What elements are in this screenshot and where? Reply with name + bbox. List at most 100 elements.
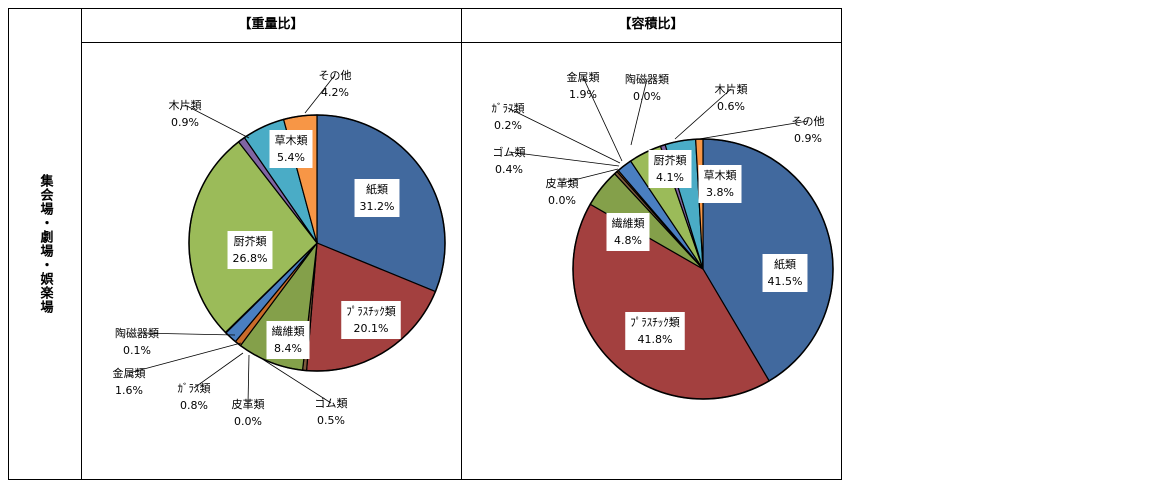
pie-outline [188, 114, 446, 372]
label-box [606, 213, 650, 251]
slice-label-2: 繊維類 4.8% [606, 213, 650, 251]
slice-percent-label: 0.4% [495, 163, 523, 176]
slice-label-7: 陶磁器類 0.1% [115, 326, 236, 357]
slice-percent-label: 5.4% [277, 151, 305, 164]
slice-percent-label: 0.6% [717, 100, 745, 113]
slice-name-label: 草木類 [704, 169, 737, 182]
label-box [227, 231, 273, 269]
slice-name-label: 厨芥類 [654, 154, 687, 167]
label-box [354, 179, 400, 217]
slice-percent-label: 4.2% [321, 86, 349, 99]
slice-label-9: 木片類 0.9% [169, 99, 250, 139]
slice-label-3: 繊維類 8.4% [266, 321, 310, 359]
slice-label-10: 草木類 3.8% [698, 165, 742, 203]
slice-percent-label: 0.1% [123, 344, 151, 357]
slice-label-8: 厨芥類 4.1% [648, 150, 692, 188]
slice-percent-label: 31.2% [360, 200, 395, 213]
leader-line [630, 78, 648, 146]
slice-label-10: 草木類 5.4% [269, 130, 313, 168]
row-label: 集会場・劇場・娯楽場 [37, 174, 53, 314]
slice-percent-label: 26.8% [233, 252, 268, 265]
volume-ratio-title: 【容積比】 [618, 17, 684, 32]
leader-line [193, 352, 244, 389]
slice-percent-label: 0.9% [794, 132, 822, 145]
slice-percent-label: 20.1% [354, 322, 389, 335]
leader-line [184, 104, 250, 139]
slice-name-label: 草木類 [275, 134, 308, 147]
slice-label-11: その他 0.9% [698, 115, 825, 145]
slice-percent-label: 3.8% [706, 186, 734, 199]
slice-label-1: ﾌﾟﾗｽﾁｯｸ類 20.1% [341, 301, 401, 339]
header-divider [81, 42, 841, 43]
volume-ratio-pie-chart: 紙類 41.5% ﾌﾟﾗｽﾁｯｸ類 41.8% 繊維類 4.8% 皮革類 0.0% ゴム類 0.4… [492, 70, 834, 400]
column-divider-left [81, 9, 82, 479]
slice-percent-label: 8.4% [274, 342, 302, 355]
slice-name-label: 金属類 [113, 366, 146, 380]
slice-name-label: 厨芥類 [234, 235, 267, 248]
slice-percent-label: 1.9% [569, 88, 597, 101]
slice-name-label: 紙類 [774, 257, 796, 271]
leader-line [255, 354, 332, 404]
label-box [269, 130, 313, 168]
slice-name-label: ﾌﾟﾗｽﾁｯｸ類 [630, 316, 680, 329]
leader-line [128, 342, 242, 374]
label-box [698, 165, 742, 203]
label-box [625, 312, 685, 350]
slice-label-0: 紙類 41.5% [762, 254, 808, 292]
label-box [341, 301, 401, 339]
slice-percent-label: 0.8% [180, 399, 208, 412]
slice-percent-label: 41.8% [638, 333, 673, 346]
slice-label-1: ﾌﾟﾗｽﾁｯｸ類 41.8% [625, 312, 685, 350]
slice-name-label: 繊維類 [272, 325, 305, 338]
slice-percent-label: 4.1% [656, 171, 684, 184]
slice-name-label: 紙類 [366, 182, 388, 196]
leader-line [582, 76, 623, 162]
slice-name-label: その他 [319, 69, 352, 82]
slice-label-7: 陶磁器類 0.0% [625, 72, 669, 146]
slice-label-6: 金属類 1.9% [567, 70, 623, 162]
leader-line [508, 151, 620, 167]
slice-percent-label: 1.6% [115, 384, 143, 397]
label-box [648, 150, 692, 188]
slice-name-label: ｶﾞﾗｽ類 [178, 382, 211, 395]
slice-percent-label: 0.0% [234, 415, 262, 428]
slice-name-label: 皮革類 [546, 176, 579, 190]
slice-percent-label: 0.0% [548, 194, 576, 207]
slice-label-5: ｶﾞﾗｽ類 0.8% [178, 352, 244, 412]
slice-label-5: ｶﾞﾗｽ類 0.2% [492, 102, 621, 164]
slice-percent-label: 0.5% [317, 414, 345, 427]
slice-name-label: ゴム類 [493, 145, 526, 159]
label-box [762, 254, 808, 292]
leader-line [561, 168, 619, 184]
slice-percent-label: 0.0% [633, 90, 661, 103]
leader-line [674, 88, 732, 140]
weight-ratio-pie-chart: 紙類 31.2% ﾌﾟﾗｽﾁｯｸ類 20.1% ゴム類 0.5% 繊維類 8.4% 皮革類 0.0… [113, 69, 446, 428]
leader-line [247, 354, 250, 405]
leader-line [136, 332, 236, 336]
slice-name-label: ﾌﾟﾗｽﾁｯｸ類 [346, 305, 396, 318]
weight-ratio-title: 【重量比】 [238, 17, 304, 32]
slice-label-4: ゴム類 0.4% [493, 145, 620, 176]
slice-name-label: その他 [792, 115, 825, 128]
slice-label-6: 金属類 1.6% [113, 342, 242, 397]
slice-label-0: 紙類 31.2% [354, 179, 400, 217]
slice-percent-label: 0.9% [171, 116, 199, 129]
chart-table: 集会場・劇場・娯楽場 【重量比】 【容積比】 紙類 31.2% ﾌﾟﾗｽﾁｯｸ類 20… [8, 8, 842, 480]
slice-name-label: 陶磁器類 [115, 326, 159, 340]
slice-label-8: 厨芥類 26.8% [227, 231, 273, 269]
slice-name-label: 金属類 [567, 70, 600, 84]
slice-name-label: 木片類 [715, 83, 748, 96]
slice-name-label: 繊維類 [612, 217, 645, 230]
leader-line [507, 107, 621, 164]
slice-percent-label: 41.5% [768, 275, 803, 288]
slice-name-label: 皮革類 [232, 397, 265, 411]
label-box [266, 321, 310, 359]
slice-name-label: ｶﾞﾗｽ類 [492, 102, 525, 115]
row-label-cell: 集会場・劇場・娯楽場 [9, 9, 81, 479]
slice-label-4: 皮革類 0.0% [232, 354, 265, 428]
column-divider-middle [461, 9, 462, 479]
slice-label-11: その他 4.2% [304, 69, 352, 114]
slice-label-3: 皮革類 0.0% [546, 168, 619, 207]
slice-label-9: 木片類 0.6% [674, 83, 748, 140]
slice-name-label: 木片類 [169, 99, 202, 112]
